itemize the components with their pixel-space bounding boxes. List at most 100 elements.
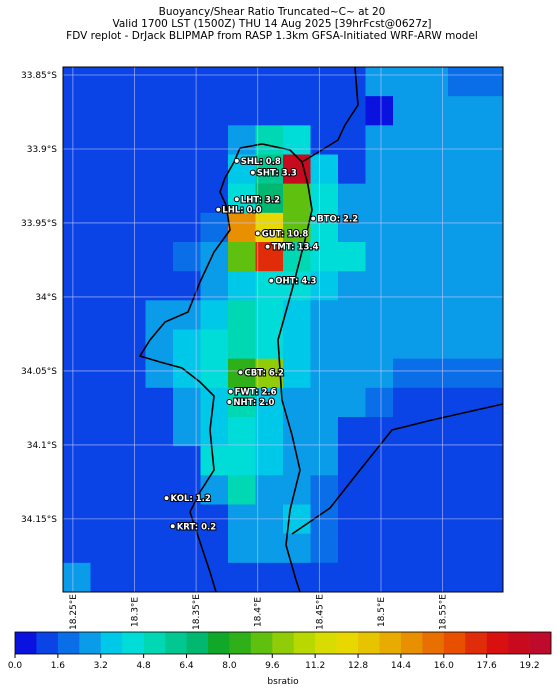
cell	[255, 300, 284, 330]
colorbar-box	[358, 632, 380, 654]
cell	[118, 67, 146, 97]
station-marker	[254, 230, 261, 237]
cell	[200, 475, 229, 505]
cell	[63, 533, 91, 564]
cell	[63, 96, 91, 126]
cell	[90, 475, 119, 505]
cell	[228, 183, 256, 214]
cell	[475, 504, 504, 535]
cell	[420, 504, 449, 535]
cell	[283, 329, 311, 360]
cell	[365, 300, 394, 330]
cell	[63, 446, 91, 476]
lat-tick-label: 34.15°S	[21, 515, 57, 525]
cell	[393, 533, 421, 564]
lon-tick-label: 18.35°E	[192, 594, 202, 630]
cell	[173, 300, 201, 330]
cell	[118, 533, 146, 564]
cell	[393, 183, 421, 214]
station-label: LHL: 0.0	[222, 206, 261, 216]
cell	[228, 475, 256, 505]
lat-tick-label: 33.95°S	[21, 219, 57, 229]
cell	[118, 183, 146, 214]
cell	[475, 475, 504, 505]
station-label: SHT: 3.3	[257, 169, 297, 179]
cell	[448, 242, 476, 272]
cell	[173, 67, 201, 97]
cell	[393, 504, 421, 535]
cell	[448, 183, 476, 214]
colorbar-box	[79, 632, 102, 654]
colorbar-tick-label: 9.6	[265, 661, 280, 671]
colorbar-tick-label: 3.2	[94, 661, 108, 671]
colorbar-label: bsratio	[267, 677, 299, 687]
cell	[63, 242, 91, 272]
cell	[448, 358, 476, 389]
colorbar-box	[443, 632, 466, 654]
cell	[420, 183, 449, 214]
cell	[283, 242, 311, 272]
cell	[420, 125, 449, 155]
cell	[255, 183, 284, 214]
cell	[145, 242, 174, 272]
station-label: OHT: 4.3	[275, 277, 316, 287]
lon-tick-label: 18.3°E	[130, 597, 140, 628]
field	[63, 67, 504, 593]
colorbar-tick-label: 1.6	[51, 661, 66, 671]
cell	[228, 300, 256, 330]
cell	[145, 154, 174, 185]
cell	[173, 212, 201, 243]
cell	[338, 154, 366, 185]
cell	[118, 358, 146, 389]
cell	[448, 475, 476, 505]
cell	[393, 475, 421, 505]
cell	[365, 358, 394, 389]
cell	[63, 358, 91, 389]
map-frame	[62, 66, 504, 593]
cell	[228, 154, 256, 185]
station-marker	[237, 369, 244, 376]
cell	[338, 67, 366, 97]
cell	[475, 67, 504, 97]
cell	[475, 271, 504, 301]
station-label: BTO: 2.2	[317, 215, 358, 225]
cell	[200, 446, 229, 476]
colorbar-box	[400, 632, 423, 654]
cell	[90, 125, 119, 155]
coast-east	[277, 66, 359, 593]
cell	[475, 329, 504, 360]
colorbar-tick-label: 4.8	[136, 661, 151, 671]
cell	[475, 446, 504, 476]
cell	[63, 387, 91, 418]
cell	[145, 562, 174, 593]
cell	[338, 533, 366, 564]
cell	[90, 67, 119, 97]
cell	[283, 67, 311, 97]
lat-tick-label: 33.9°S	[27, 145, 58, 155]
cell	[393, 242, 421, 272]
cell	[448, 96, 476, 126]
cell	[90, 300, 119, 330]
station-label: FWT: 2.6	[235, 388, 277, 398]
cell	[448, 446, 476, 476]
cell	[255, 475, 284, 505]
cell	[283, 446, 311, 476]
cell	[310, 271, 339, 301]
colorbar-box	[315, 632, 337, 654]
cell	[255, 212, 284, 243]
cell	[145, 67, 174, 97]
cell	[90, 183, 119, 214]
cell	[255, 125, 284, 155]
station-marker	[215, 206, 222, 213]
cell	[118, 504, 146, 535]
cell	[63, 67, 91, 97]
cell	[393, 125, 421, 155]
cell	[173, 358, 201, 389]
colorbar-box	[143, 632, 166, 654]
cell	[118, 329, 146, 360]
cell	[63, 183, 91, 214]
colorbar-box	[15, 632, 37, 654]
lon-tick-label: 18.25°E	[69, 594, 79, 630]
cell	[118, 562, 146, 593]
